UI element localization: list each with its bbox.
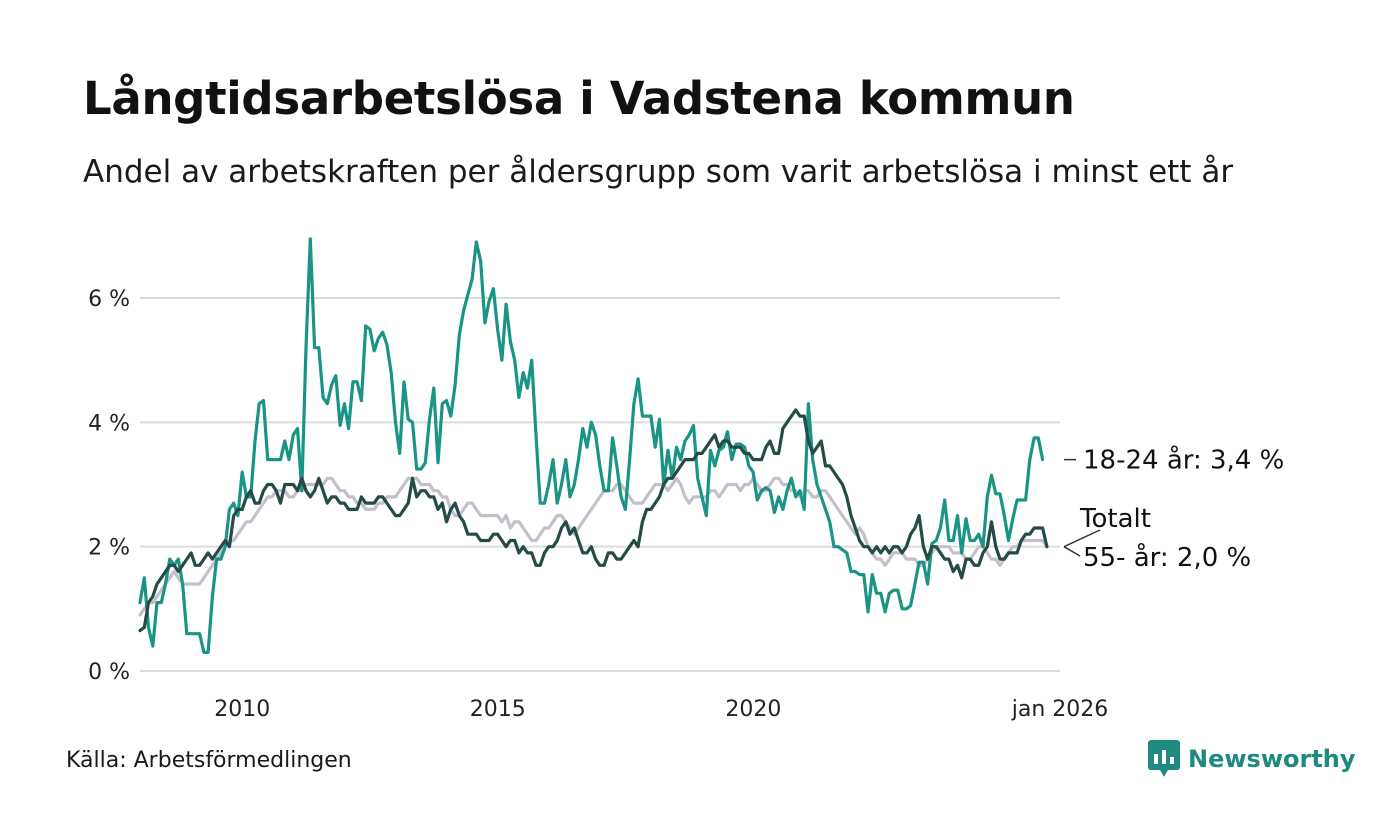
y-tick-label: 6 % [88,287,130,312]
series-end-label: Totalt [1079,504,1151,534]
newsworthy-logo-icon [1148,740,1180,777]
series-line-55-r [138,476,1049,617]
label-leader-line [1063,546,1081,557]
series-end-label: 55- år: 2,0 % [1083,542,1251,573]
source-note: Källa: Arbetsförmedlingen [66,748,352,773]
brand-name: Newsworthy [1188,745,1356,773]
x-tick-label: 2015 [470,697,526,722]
series-end-label: 18-24 år: 3,4 % [1083,445,1284,476]
y-tick-label: 2 % [88,536,130,561]
brand-logo[interactable]: Newsworthy [1148,740,1356,778]
y-tick-label: 0 % [88,660,130,685]
y-tick-label: 4 % [88,411,130,436]
series-line-totalt [138,408,1049,633]
series-line-18-24-r [138,237,1045,655]
x-tick-label: 2020 [725,697,781,722]
chart-title: Långtidsarbetslösa i Vadstena kommun [83,72,1075,125]
chart-subtitle: Andel av arbetskraften per åldersgrupp s… [83,154,1234,190]
x-tick-label: jan 2026 [1011,697,1109,722]
x-tick-label: 2010 [214,697,270,722]
label-leader-line [1063,529,1101,548]
